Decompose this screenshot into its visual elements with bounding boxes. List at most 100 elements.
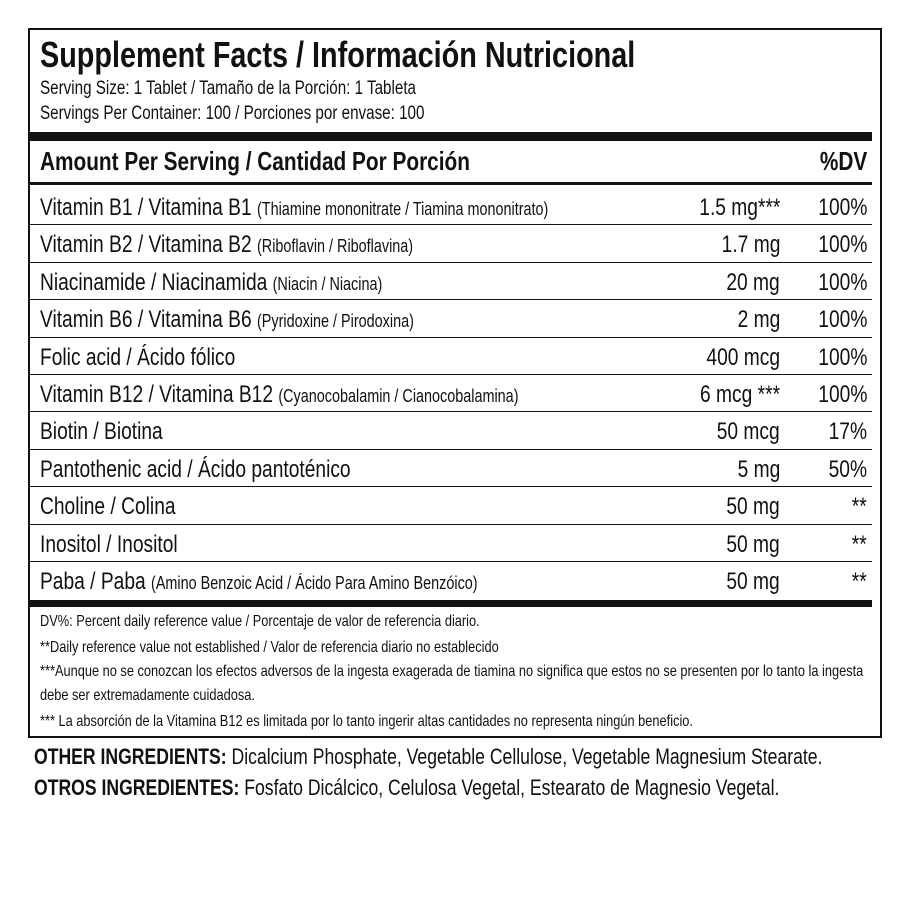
amount: 1.5 mg*** xyxy=(698,194,780,221)
row-rule xyxy=(30,261,872,263)
label-box xyxy=(28,28,882,738)
amount-cell: 1.7 mg xyxy=(707,231,780,259)
nutrient-detail: (Amino Benzoic Acid / Ácido Para Amino B… xyxy=(151,573,478,593)
rule xyxy=(30,182,872,185)
row-label: Choline / Colina xyxy=(40,493,209,521)
dv-cell: 100% xyxy=(806,306,867,334)
thick-rule xyxy=(30,132,872,141)
dv-cell: 17% xyxy=(819,418,867,446)
amount: 5 mg xyxy=(737,455,780,483)
row-rule xyxy=(30,523,872,525)
dv-cell: 50% xyxy=(819,456,867,484)
nutrient-name: Vitamin B1 / Vitamina B1 xyxy=(40,194,252,221)
daily-value: 17% xyxy=(828,418,867,446)
nutrient-name: Vitamin B12 / Vitamina B12 xyxy=(40,381,274,408)
nutrient-line: Inositol / Inositol xyxy=(40,531,178,559)
row-label: Pantothenic acid / Ácido pantoténico xyxy=(40,456,428,484)
row-rule xyxy=(30,224,872,226)
dv-cell: 100% xyxy=(806,381,867,409)
footnote-wrap: *** La absorción de la Vitamina B12 es l… xyxy=(40,710,872,734)
amount-cell: 6 mcg *** xyxy=(680,381,780,409)
amount-cell: 2 mg xyxy=(727,306,780,334)
footnote: ***Aunque no se conozcan los efectos adv… xyxy=(40,663,864,704)
nutrient-name: Paba / Paba xyxy=(40,568,146,595)
footnote: DV%: Percent daily reference value / Por… xyxy=(40,613,480,630)
daily-value: 100% xyxy=(817,268,867,296)
row-label: Biotin / Biotina xyxy=(40,418,193,446)
row-rule xyxy=(30,448,872,450)
nutrient-detail: (Niacin / Niacina) xyxy=(272,273,383,294)
amount-cell: 50 mcg xyxy=(701,418,780,446)
nutrient-name: Folic acid / Ácido fólico xyxy=(40,343,236,371)
amount: 50 mg xyxy=(726,530,780,558)
row-rule xyxy=(30,336,872,338)
nutrient-name: Choline / Colina xyxy=(40,493,176,521)
nutrient-line: Biotin / Biotina xyxy=(40,418,163,446)
title: Supplement Facts / Información Nutricion… xyxy=(40,34,636,75)
thick-rule xyxy=(30,600,872,607)
ingredients-line: OTHER INGREDIENTS: Dicalcium Phosphate, … xyxy=(34,744,912,770)
daily-value: ** xyxy=(852,530,867,558)
daily-value: 50% xyxy=(828,455,867,483)
footnote-wrap: ***Aunque no se conozcan los efectos adv… xyxy=(40,660,872,708)
nutrient-name: Inositol / Inositol xyxy=(40,530,178,558)
row-label: Paba / Paba (Amino Benzoic Acid / Ácido … xyxy=(40,568,587,596)
nutrient-line: Vitamin B2 / Vitamina B2 (Riboflavin / R… xyxy=(40,231,413,259)
dv-cell: ** xyxy=(848,531,867,559)
amount: 50 mcg xyxy=(717,418,780,446)
nutrient-line: Vitamin B12 / Vitamina B12 (Cyanocobalam… xyxy=(40,381,518,409)
amount: 6 mcg *** xyxy=(699,381,780,408)
row-label: Niacinamide / Niacinamida (Niacin / Niac… xyxy=(40,269,468,297)
ingredients-text: Fosfato Dicálcico, Celulosa Vegetal, Est… xyxy=(244,775,780,800)
nutrient-detail: (Cyanocobalamin / Cianocobalamina) xyxy=(278,386,519,406)
ingredients-line: OTROS INGREDIENTES: Fosfato Dicálcico, C… xyxy=(34,775,912,801)
footnote: *** La absorción de la Vitamina B12 es l… xyxy=(40,713,693,730)
ingredients: OTROS INGREDIENTES: Fosfato Dicálcico, C… xyxy=(34,775,779,801)
dv-cell: 100% xyxy=(806,269,867,297)
footnote-wrap: **Daily reference value not established … xyxy=(40,636,872,660)
amount: 1.7 mg xyxy=(721,231,780,259)
row-label: Vitamin B2 / Vitamina B2 (Riboflavin / R… xyxy=(40,231,506,259)
nutrient-line: Vitamin B6 / Vitamina B6 (Pyridoxine / P… xyxy=(40,306,414,334)
nutrient-name: Niacinamide / Niacinamida xyxy=(40,268,268,296)
daily-value: ** xyxy=(852,493,867,521)
amount: 50 mg xyxy=(726,568,780,595)
column-header: Amount Per Serving / Cantidad Por Porció… xyxy=(40,146,470,176)
amount-cell: 400 mcg xyxy=(688,344,780,372)
nutrient-line: Niacinamide / Niacinamida (Niacin / Niac… xyxy=(40,269,382,297)
amount-cell: 20 mg xyxy=(713,269,780,297)
dv-cell: 100% xyxy=(806,231,867,259)
row-label: Folic acid / Ácido fólico xyxy=(40,344,284,372)
daily-value: 100% xyxy=(817,381,867,408)
row-rule xyxy=(30,411,872,413)
serving-size: Serving Size: 1 Tablet / Tamaño de la Po… xyxy=(40,78,417,99)
row-label: Inositol / Inositol xyxy=(40,531,212,559)
nutrient-line: Pantothenic acid / Ácido pantoténico xyxy=(40,456,351,484)
amount-cell: 1.5 mg*** xyxy=(679,194,780,222)
footnote-wrap: DV%: Percent daily reference value / Por… xyxy=(40,610,872,634)
row-label: Vitamin B12 / Vitamina B12 (Cyanocobalam… xyxy=(40,381,638,409)
daily-value: ** xyxy=(852,568,867,595)
nutrient-line: Folic acid / Ácido fólico xyxy=(40,344,235,372)
footnote: **Daily reference value not established … xyxy=(40,639,499,656)
amount: 50 mg xyxy=(726,493,780,521)
amount-cell: 50 mg xyxy=(713,493,780,521)
row-label: Vitamin B1 / Vitamina B1 (Thiamine monon… xyxy=(40,194,675,222)
ingredients-label: OTHER INGREDIENTS: xyxy=(34,744,227,769)
nutrient-line: Paba / Paba (Amino Benzoic Acid / Ácido … xyxy=(40,568,478,596)
nutrient-line: Vitamin B1 / Vitamina B1 (Thiamine monon… xyxy=(40,194,548,222)
daily-value: 100% xyxy=(817,194,867,221)
row-rule xyxy=(30,299,872,301)
nutrient-name: Vitamin B2 / Vitamina B2 xyxy=(40,231,252,259)
nutrient-detail: (Pyridoxine / Pirodoxina) xyxy=(257,311,414,332)
servings-per-container: Servings Per Container: 100 / Porciones … xyxy=(40,103,425,124)
daily-value: 100% xyxy=(817,306,867,334)
ingredients-text: Dicalcium Phosphate, Vegetable Cellulose… xyxy=(231,744,823,769)
ingredients: OTHER INGREDIENTS: Dicalcium Phosphate, … xyxy=(34,744,822,770)
dv-cell: 100% xyxy=(806,194,867,222)
dv-cell: ** xyxy=(848,493,867,521)
nutrient-name: Biotin / Biotina xyxy=(40,418,163,446)
amount: 2 mg xyxy=(737,306,780,334)
amount-cell: 50 mg xyxy=(713,531,780,559)
